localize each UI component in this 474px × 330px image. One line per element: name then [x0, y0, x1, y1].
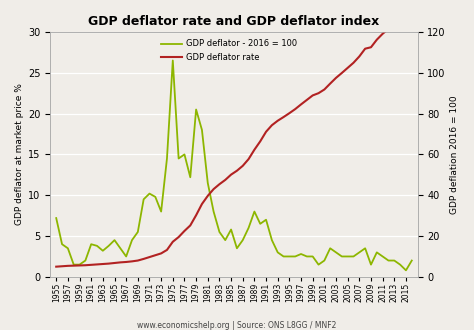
Y-axis label: GDP deflation 2016 = 100: GDP deflation 2016 = 100: [450, 95, 459, 214]
GDP deflator rate: [54, 265, 59, 269]
Line: GDP deflator rate: GDP deflator rate: [56, 13, 412, 267]
GDP deflator - 2016 = 100: [368, 263, 374, 267]
GDP deflator - 2016 = 100: [234, 246, 240, 250]
GDP deflator rate: [269, 123, 275, 127]
GDP deflator - 2016 = 100: [146, 192, 152, 196]
Y-axis label: GDP deflator at market price %: GDP deflator at market price %: [15, 83, 24, 225]
GDP deflator rate: [146, 255, 152, 259]
GDP deflator - 2016 = 100: [403, 268, 409, 272]
GDP deflator rate: [409, 11, 415, 15]
Text: www.economicshelp.org | Source: ONS L8GG / MNF2: www.economicshelp.org | Source: ONS L8GG…: [137, 321, 337, 330]
GDP deflator rate: [362, 47, 368, 51]
GDP deflator - 2016 = 100: [123, 254, 129, 258]
Line: GDP deflator - 2016 = 100: GDP deflator - 2016 = 100: [56, 60, 412, 270]
Legend: GDP deflator - 2016 = 100, GDP deflator rate: GDP deflator - 2016 = 100, GDP deflator …: [157, 36, 300, 65]
GDP deflator rate: [82, 263, 88, 267]
GDP deflator - 2016 = 100: [82, 259, 88, 263]
GDP deflator rate: [403, 16, 409, 20]
GDP deflator - 2016 = 100: [409, 259, 415, 263]
GDP deflator rate: [123, 260, 129, 264]
Title: GDP deflator rate and GDP deflator index: GDP deflator rate and GDP deflator index: [88, 15, 380, 28]
GDP deflator - 2016 = 100: [170, 58, 176, 62]
GDP deflator - 2016 = 100: [54, 216, 59, 220]
GDP deflator - 2016 = 100: [275, 250, 281, 254]
